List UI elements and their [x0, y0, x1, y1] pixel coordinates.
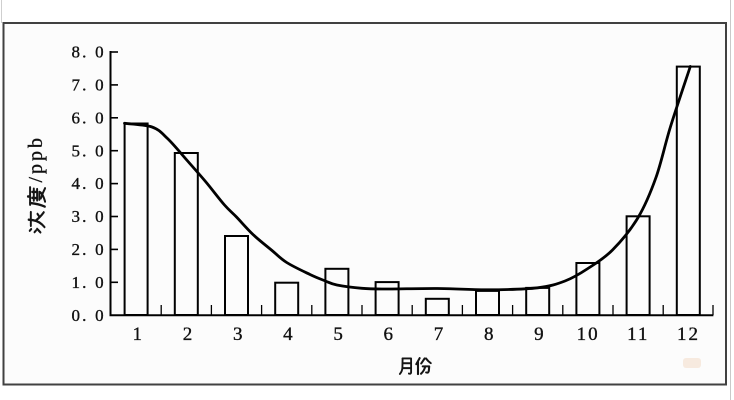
svg-text:6: 6 [384, 324, 394, 345]
svg-text:5: 5 [333, 324, 343, 345]
svg-text:3: 3 [233, 324, 243, 345]
svg-text:11: 11 [627, 324, 649, 345]
svg-text:1. 0: 1. 0 [71, 273, 105, 292]
svg-text:/ppb: /ppb [25, 135, 47, 183]
svg-text:4. 0: 4. 0 [71, 174, 105, 193]
svg-text:1: 1 [133, 324, 143, 345]
svg-text:7: 7 [434, 324, 444, 345]
svg-text:7. 0: 7. 0 [71, 76, 105, 95]
svg-text:8. 0: 8. 0 [71, 43, 105, 62]
svg-text:10: 10 [577, 324, 600, 345]
svg-text:12: 12 [677, 324, 700, 345]
svg-text:4: 4 [283, 324, 293, 345]
svg-text:8: 8 [484, 324, 494, 345]
svg-text:9: 9 [534, 324, 544, 345]
svg-text:2. 0: 2. 0 [71, 240, 105, 259]
svg-text:2: 2 [183, 324, 193, 345]
svg-text:3. 0: 3. 0 [71, 207, 105, 226]
svg-text:6. 0: 6. 0 [71, 108, 105, 127]
svg-text:5. 0: 5. 0 [71, 141, 105, 160]
svg-text:0. 0: 0. 0 [71, 306, 105, 325]
